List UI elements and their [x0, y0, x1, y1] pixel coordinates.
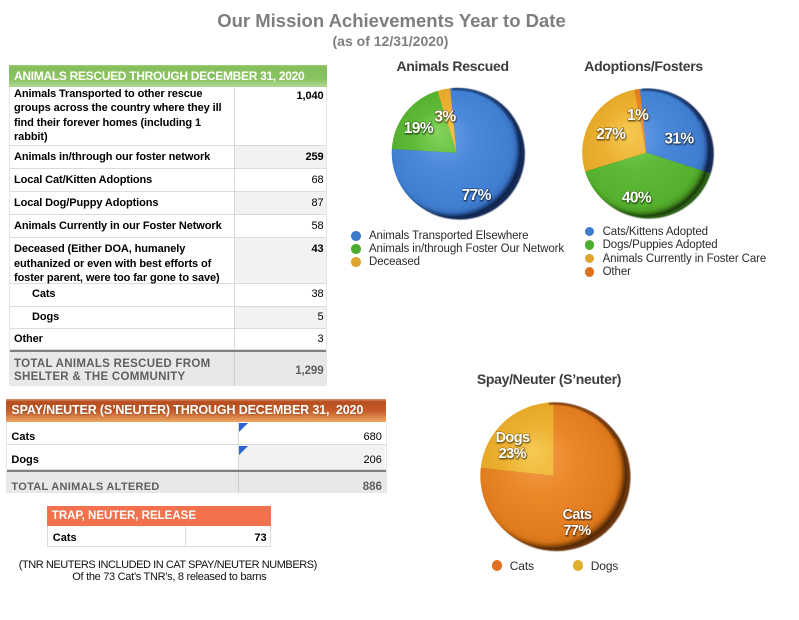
- svg-text:77%: 77%: [462, 187, 492, 204]
- svg-text:19%: 19%: [404, 120, 434, 137]
- svg-text:1%: 1%: [627, 107, 649, 124]
- svg-text:23%: 23%: [499, 446, 527, 462]
- svg-text:3%: 3%: [434, 108, 456, 125]
- svg-text:27%: 27%: [596, 126, 626, 143]
- svg-text:40%: 40%: [622, 190, 652, 207]
- svg-text:Dogs: Dogs: [496, 430, 530, 446]
- svg-text:Cats: Cats: [562, 507, 592, 523]
- svg-text:77%: 77%: [563, 523, 591, 539]
- svg-text:31%: 31%: [664, 131, 694, 148]
